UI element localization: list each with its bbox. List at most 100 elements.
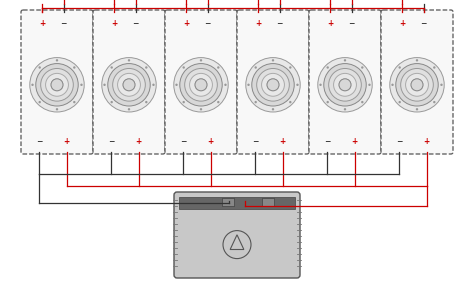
Circle shape (31, 84, 34, 86)
Circle shape (128, 59, 130, 62)
Circle shape (339, 79, 351, 91)
Circle shape (255, 66, 257, 69)
Circle shape (361, 66, 364, 69)
Circle shape (41, 69, 73, 101)
Circle shape (247, 84, 250, 86)
FancyBboxPatch shape (309, 10, 381, 154)
Circle shape (339, 79, 351, 91)
Circle shape (334, 73, 356, 96)
FancyBboxPatch shape (165, 10, 237, 154)
Circle shape (224, 84, 227, 86)
Circle shape (255, 101, 257, 103)
Text: −: − (61, 20, 67, 28)
Circle shape (123, 79, 135, 91)
Circle shape (399, 101, 401, 103)
Circle shape (318, 58, 372, 112)
Circle shape (272, 108, 274, 111)
Text: +: + (183, 20, 189, 28)
Circle shape (289, 66, 292, 69)
Circle shape (296, 84, 299, 86)
Circle shape (252, 64, 294, 106)
Text: +: + (39, 20, 45, 28)
Circle shape (103, 84, 106, 86)
Circle shape (324, 64, 366, 106)
Circle shape (399, 66, 401, 69)
Text: +: + (208, 137, 214, 146)
Circle shape (152, 84, 155, 86)
Circle shape (416, 108, 418, 111)
Text: +: + (136, 137, 142, 146)
Circle shape (327, 101, 329, 103)
Text: −: − (180, 137, 186, 146)
Text: −: − (108, 137, 114, 146)
Circle shape (110, 66, 113, 69)
Text: +: + (64, 137, 70, 146)
Circle shape (145, 66, 147, 69)
Circle shape (200, 59, 202, 62)
Circle shape (51, 79, 63, 91)
Circle shape (433, 101, 436, 103)
Text: +: + (255, 20, 261, 28)
Circle shape (267, 79, 279, 91)
Circle shape (328, 69, 361, 101)
Circle shape (38, 101, 41, 103)
FancyBboxPatch shape (222, 198, 234, 206)
Circle shape (390, 58, 444, 112)
Circle shape (145, 101, 147, 103)
Circle shape (128, 108, 130, 111)
Circle shape (406, 73, 428, 96)
Circle shape (51, 79, 63, 91)
FancyBboxPatch shape (21, 10, 93, 154)
Circle shape (195, 79, 207, 91)
Text: +: + (352, 137, 358, 146)
Circle shape (56, 59, 58, 62)
Text: +: + (327, 20, 333, 28)
Text: −: − (252, 137, 258, 146)
FancyBboxPatch shape (381, 10, 453, 154)
Circle shape (38, 66, 41, 69)
Text: +: + (399, 20, 405, 28)
Circle shape (180, 64, 222, 106)
Circle shape (344, 108, 346, 111)
Text: −: − (205, 20, 211, 28)
Circle shape (195, 79, 207, 91)
Circle shape (175, 84, 178, 86)
Circle shape (73, 66, 75, 69)
FancyBboxPatch shape (174, 192, 300, 278)
Circle shape (344, 59, 346, 62)
FancyBboxPatch shape (262, 198, 274, 206)
Text: −: − (396, 137, 402, 146)
Circle shape (102, 58, 156, 112)
Circle shape (257, 69, 289, 101)
Circle shape (396, 64, 438, 106)
Circle shape (36, 64, 78, 106)
Circle shape (361, 101, 364, 103)
Circle shape (73, 101, 75, 103)
Circle shape (182, 66, 185, 69)
Circle shape (262, 73, 284, 96)
Circle shape (272, 59, 274, 62)
Circle shape (411, 79, 423, 91)
Circle shape (46, 73, 68, 96)
FancyBboxPatch shape (179, 197, 295, 209)
Circle shape (416, 59, 418, 62)
Circle shape (110, 101, 113, 103)
Circle shape (200, 108, 202, 111)
Text: −: − (133, 20, 139, 28)
Circle shape (440, 84, 443, 86)
Text: −: − (277, 20, 283, 28)
Circle shape (123, 79, 135, 91)
Circle shape (392, 84, 394, 86)
Circle shape (289, 101, 292, 103)
FancyBboxPatch shape (237, 10, 309, 154)
Circle shape (401, 69, 433, 101)
Circle shape (113, 69, 146, 101)
Circle shape (217, 101, 219, 103)
Text: −: − (348, 20, 355, 28)
Text: −: − (324, 137, 330, 146)
Circle shape (185, 69, 217, 101)
Circle shape (56, 108, 58, 111)
Circle shape (182, 101, 185, 103)
Text: +: + (280, 137, 286, 146)
Circle shape (327, 66, 329, 69)
